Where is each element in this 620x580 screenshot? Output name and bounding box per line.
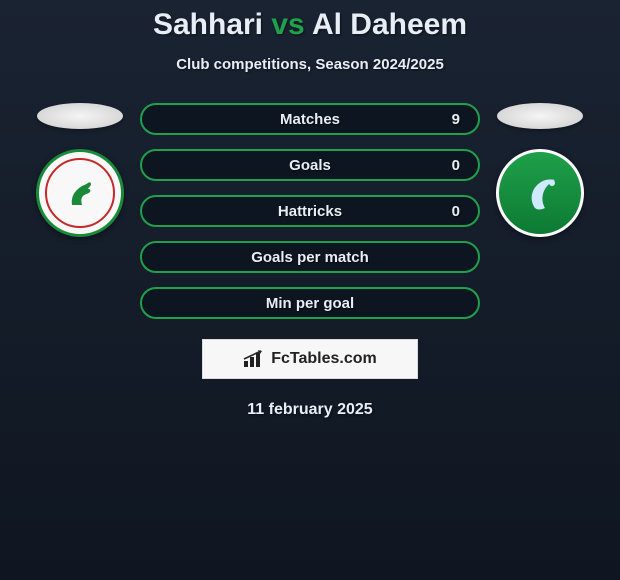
stat-label: Goals: [289, 157, 331, 174]
swoosh-icon: [515, 168, 565, 218]
bars-icon: [243, 350, 265, 368]
subtitle: Club competitions, Season 2024/2025: [176, 56, 444, 73]
stat-row-min-per-goal: Min per goal: [140, 287, 480, 319]
vs-label: vs: [271, 8, 304, 41]
stat-row-goals-per-match: Goals per match: [140, 241, 480, 273]
stat-value-right: 0: [452, 151, 460, 179]
stat-row-matches: Matches 9: [140, 103, 480, 135]
attribution-box: FcTables.com: [202, 339, 418, 379]
stat-label: Hattricks: [278, 203, 342, 220]
stat-value-right: 0: [452, 197, 460, 225]
stat-label: Goals per match: [251, 249, 369, 266]
left-club-logo: [36, 149, 124, 237]
stat-row-goals: Goals 0: [140, 149, 480, 181]
stat-label: Matches: [280, 111, 340, 128]
player2-name: Al Daheem: [312, 8, 467, 41]
date-label: 11 february 2025: [247, 401, 372, 419]
right-flag-icon: [497, 103, 583, 129]
attribution-label: FcTables.com: [271, 350, 377, 368]
right-column: [480, 103, 600, 237]
stat-value-right: 9: [452, 105, 460, 133]
main-row: Matches 9 Goals 0 Hattricks 0 Goals per …: [0, 103, 620, 419]
page-title: Sahhari vs Al Daheem: [153, 8, 467, 42]
comparison-card: Sahhari vs Al Daheem Club competitions, …: [0, 0, 620, 419]
left-column: [20, 103, 140, 237]
right-club-logo: [496, 149, 584, 237]
stat-row-hattricks: Hattricks 0: [140, 195, 480, 227]
player1-name: Sahhari: [153, 8, 263, 41]
stat-label: Min per goal: [266, 295, 354, 312]
logo-inner-ring: [45, 158, 115, 228]
left-flag-icon: [37, 103, 123, 129]
stats-column: Matches 9 Goals 0 Hattricks 0 Goals per …: [140, 103, 480, 419]
